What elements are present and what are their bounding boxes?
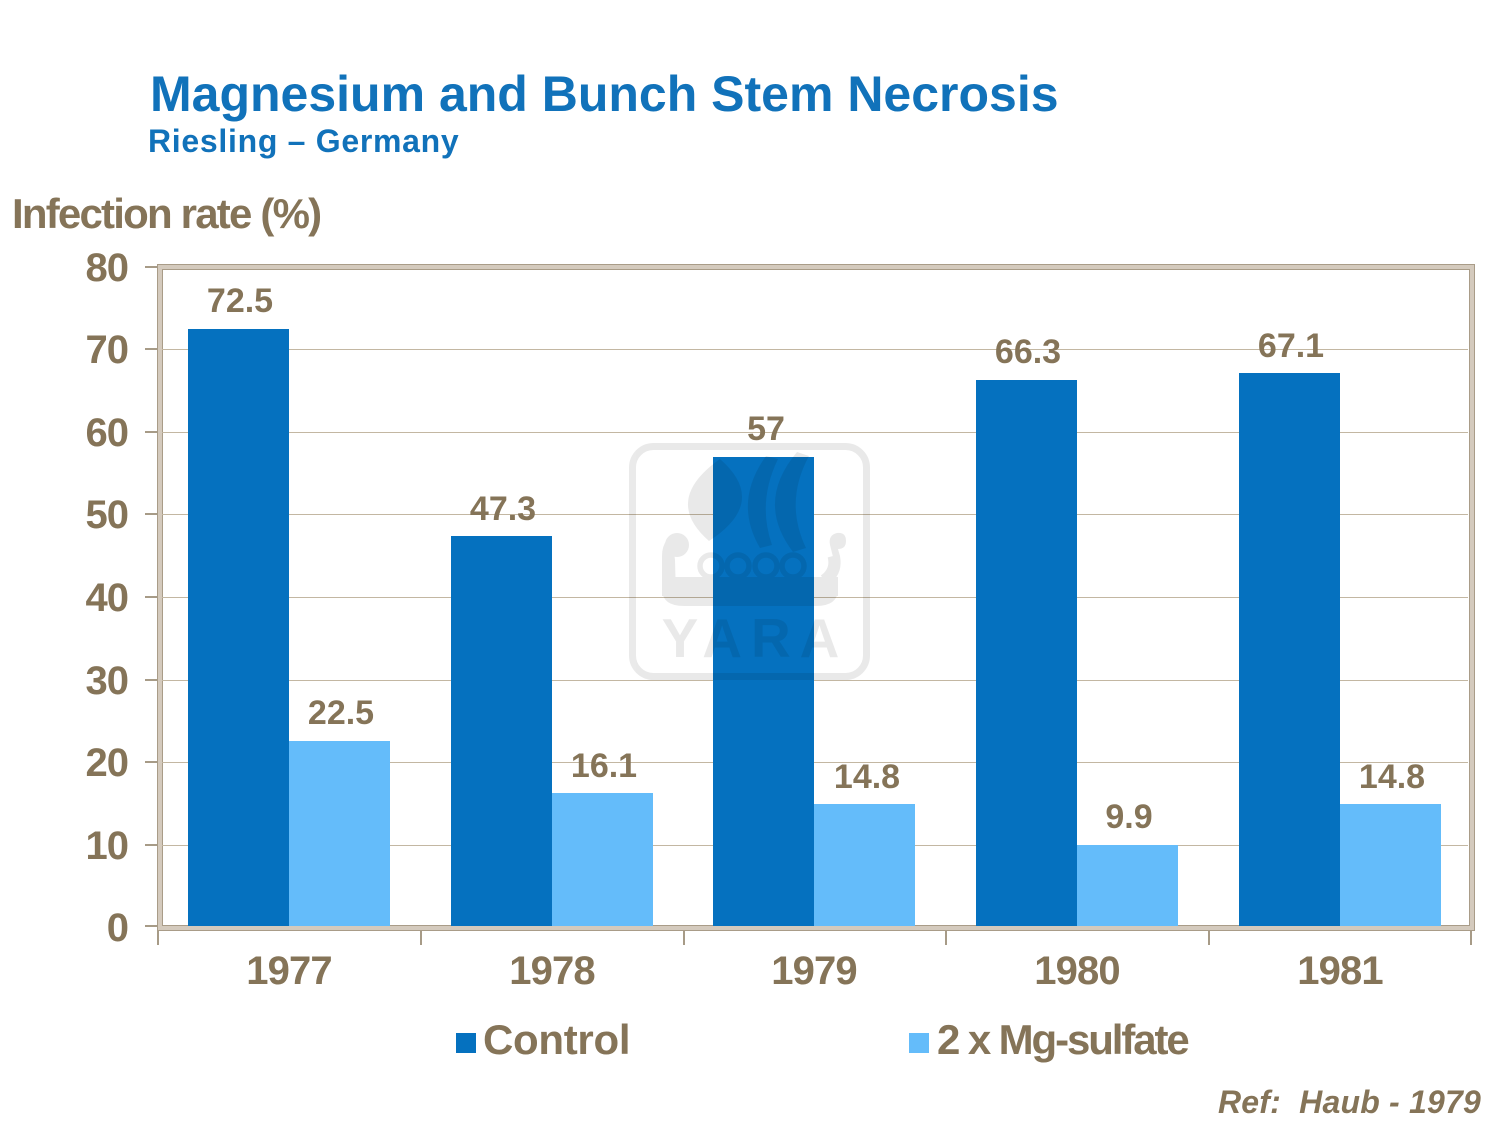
svg-text:YARA: YARA (662, 607, 849, 669)
